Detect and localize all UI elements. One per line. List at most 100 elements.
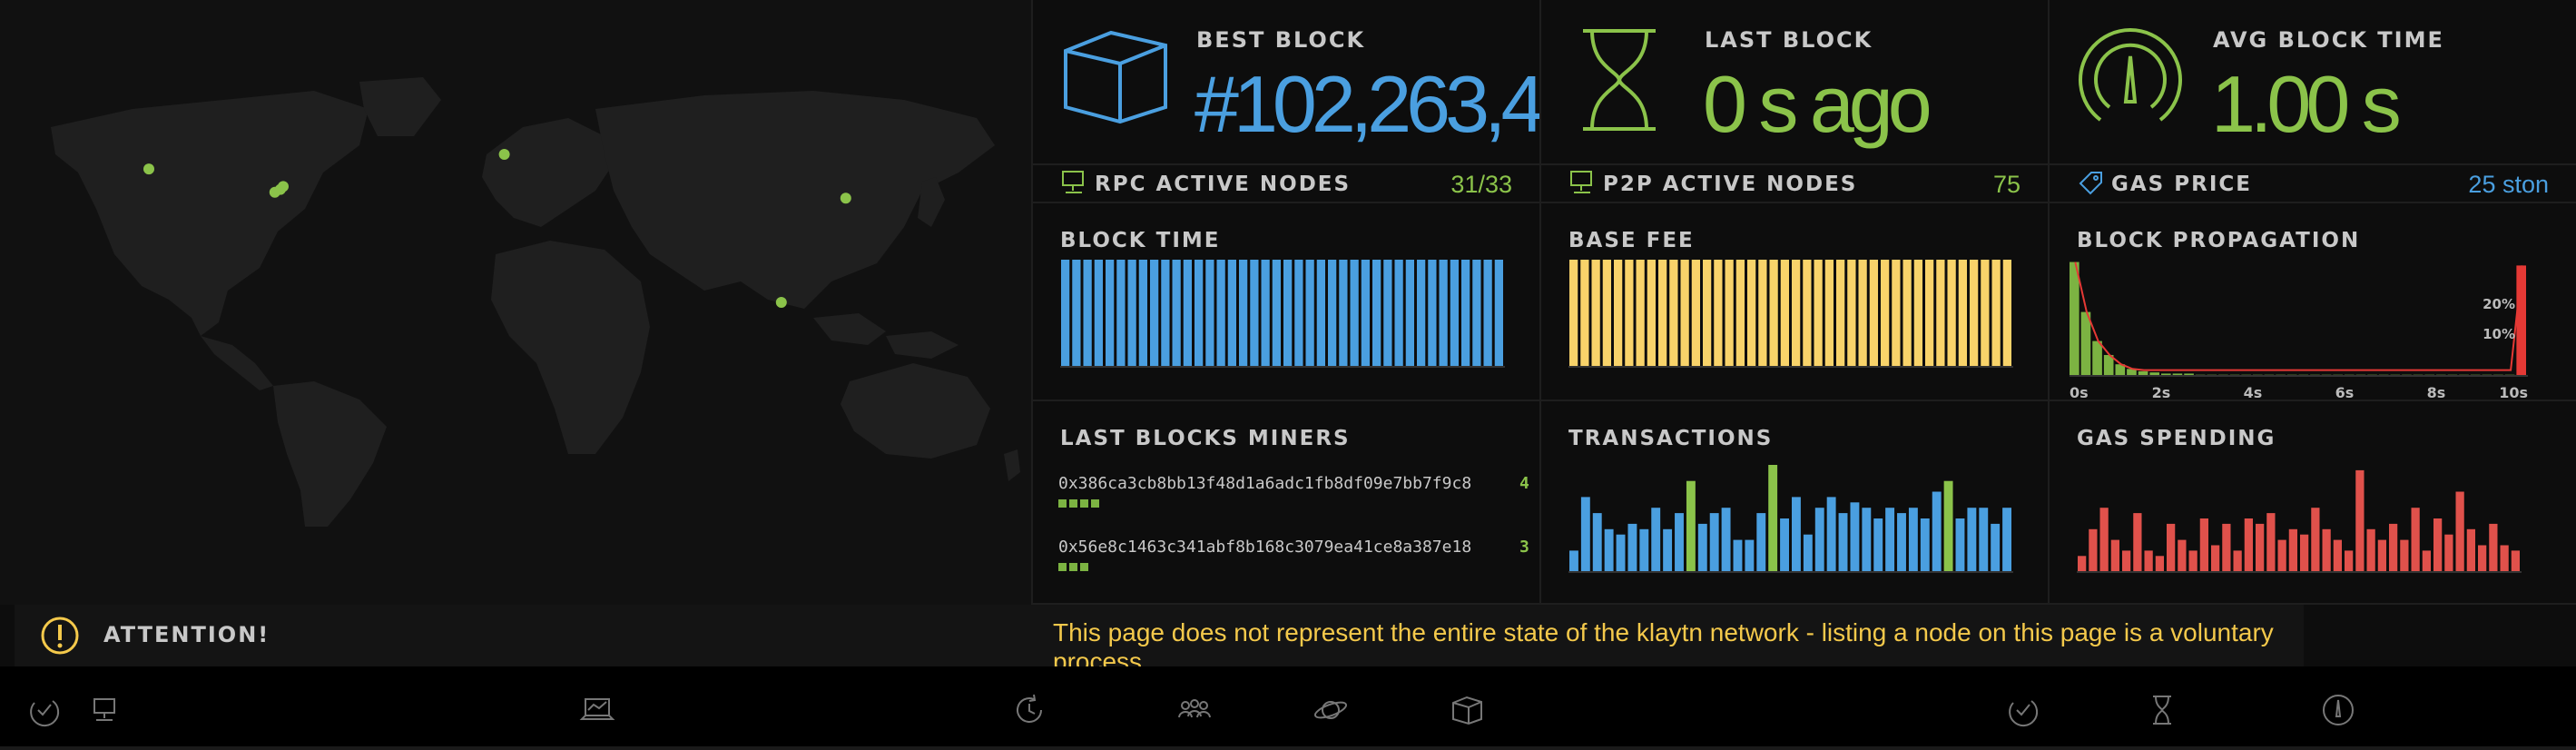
gas-spending-bar <box>2389 523 2398 572</box>
base-fee-bar <box>1669 260 1678 367</box>
transactions-bar <box>1862 508 1872 572</box>
block-time-bar <box>1339 260 1348 367</box>
transactions-bar <box>1780 518 1789 572</box>
gas-spending-bar <box>2122 550 2131 572</box>
propagation-bar <box>2115 364 2126 376</box>
block-time-bar <box>1428 260 1437 367</box>
base-fee-bar <box>1847 260 1856 367</box>
transactions-bar <box>1756 513 1766 572</box>
miner-block-bars <box>1058 499 1099 508</box>
footer-toolbar <box>0 666 2576 750</box>
transactions-bar <box>1885 508 1895 572</box>
block-time-bar <box>1138 260 1147 367</box>
gas-spending-bar <box>2144 550 2153 572</box>
propagation-bar <box>2080 311 2091 376</box>
world-map <box>51 77 1020 527</box>
block-time-bar <box>1239 260 1248 367</box>
cube-icon[interactable] <box>1449 692 1485 728</box>
hourglass-icon[interactable] <box>2144 692 2180 728</box>
rpc-active-nodes-label: RPC ACTIVE NODES <box>1095 173 1352 196</box>
block-propagation-histogram: 0s 2s 4s 6s 8s 10s 20% 10% <box>2070 262 2528 401</box>
block-time-bar <box>1161 260 1170 367</box>
block-time-chart: BLOCK TIME <box>1031 203 1539 401</box>
group-icon[interactable] <box>1176 692 1213 728</box>
last-blocks-miners-label: LAST BLOCKS MINERS <box>1060 427 1351 450</box>
last-block-card: LAST BLOCK 0 s ago <box>1539 0 2048 163</box>
block-time-bar <box>1283 260 1293 367</box>
block-time-bar <box>1450 260 1459 367</box>
transactions-label: TRANSACTIONS <box>1568 427 1774 450</box>
gas-spending-bar <box>2377 539 2386 572</box>
base-fee-bar <box>1747 260 1756 367</box>
gas-spending-bar <box>2244 518 2253 572</box>
block-time-bar <box>1127 260 1136 367</box>
gas-price-label: GAS PRICE <box>2111 173 2252 196</box>
block-time-bar <box>1439 260 1448 367</box>
propagation-bar <box>2070 262 2079 376</box>
miner-row: 0x386ca3cb8bb13f48d1a6adc1fb8df09e7bb7f9… <box>1058 474 1529 508</box>
base-fee-label: BASE FEE <box>1568 229 1695 252</box>
gas-spending-bar <box>2222 523 2231 572</box>
p2p-active-nodes-row: P2P ACTIVE NODES 75 <box>1539 163 2048 203</box>
transactions-bar <box>1814 508 1824 572</box>
propagation-x-tick: 2s <box>2152 384 2171 401</box>
check-circle-icon[interactable] <box>2004 692 2040 728</box>
transactions-bar <box>1991 523 2001 572</box>
miner-block-bar <box>1091 499 1099 508</box>
propagation-bar <box>2172 373 2183 376</box>
block-time-bar <box>1061 260 1070 367</box>
base-fee-bar <box>1836 260 1845 367</box>
base-fee-chart: BASE FEE <box>1539 203 2048 401</box>
gauge-icon[interactable] <box>2320 692 2356 728</box>
block-time-bar <box>1417 260 1426 367</box>
block-time-label: BLOCK TIME <box>1060 229 1221 252</box>
base-fee-bar <box>1869 260 1878 367</box>
refresh-icon[interactable] <box>1011 692 1047 728</box>
block-time-bar <box>1205 260 1214 367</box>
transactions-bar <box>1838 513 1848 572</box>
transactions-bar <box>1967 508 1977 572</box>
transactions-bar <box>1908 508 1918 572</box>
attention-banner: ATTENTION! This page does not represent … <box>15 605 2304 676</box>
base-fee-bar <box>1658 260 1667 367</box>
tag-icon <box>2079 172 2102 195</box>
gas-spending-chart: GAS SPENDING <box>2048 401 2576 605</box>
base-fee-bar <box>1780 260 1789 367</box>
block-time-bar <box>1394 260 1403 367</box>
best-block-card: BEST BLOCK #102,263,410 <box>1031 0 1623 163</box>
gas-spending-bar <box>2400 539 2409 572</box>
base-fee-bar <box>1892 260 1901 367</box>
miner-block-bar <box>1069 499 1077 508</box>
gas-spending-bar <box>2089 528 2098 572</box>
laptop-icon[interactable] <box>87 692 123 728</box>
gas-spending-bar <box>2233 550 2242 572</box>
propagation-bar <box>2516 265 2526 376</box>
planet-icon[interactable] <box>1313 692 1349 728</box>
propagation-bar <box>2092 340 2102 376</box>
block-time-bar <box>1472 260 1481 367</box>
check-circle-icon[interactable] <box>25 692 62 728</box>
block-time-bar <box>1083 260 1092 367</box>
block-time-bar <box>1250 260 1259 367</box>
block-time-bar <box>1494 260 1503 367</box>
propagation-x-tick: 0s <box>2070 384 2089 401</box>
node-icon <box>1570 171 1592 193</box>
transactions-bar <box>1943 480 1953 572</box>
avg-block-time-label: AVG BLOCK TIME <box>2213 27 2444 53</box>
propagation-x-tick: 10s <box>2499 384 2528 401</box>
gas-spending-bar <box>2333 539 2342 572</box>
miner-address: 0x386ca3cb8bb13f48d1a6adc1fb8df09e7bb7f9… <box>1058 474 1472 493</box>
map-node-marker <box>143 163 154 175</box>
base-fee-bars <box>1568 260 2013 368</box>
block-time-bar <box>1172 260 1181 367</box>
transactions-bar <box>1745 539 1755 572</box>
base-fee-bar <box>1636 260 1645 367</box>
transactions-bar <box>1686 480 1696 572</box>
gas-spending-bar <box>2155 556 2164 572</box>
gas-spending-bar <box>2433 518 2443 572</box>
transactions-bar <box>1569 550 1578 572</box>
miner-block-bar <box>1080 499 1088 508</box>
base-fee-bar <box>1970 260 1979 367</box>
computer-icon[interactable] <box>579 692 615 728</box>
transactions-bar <box>1675 513 1684 572</box>
